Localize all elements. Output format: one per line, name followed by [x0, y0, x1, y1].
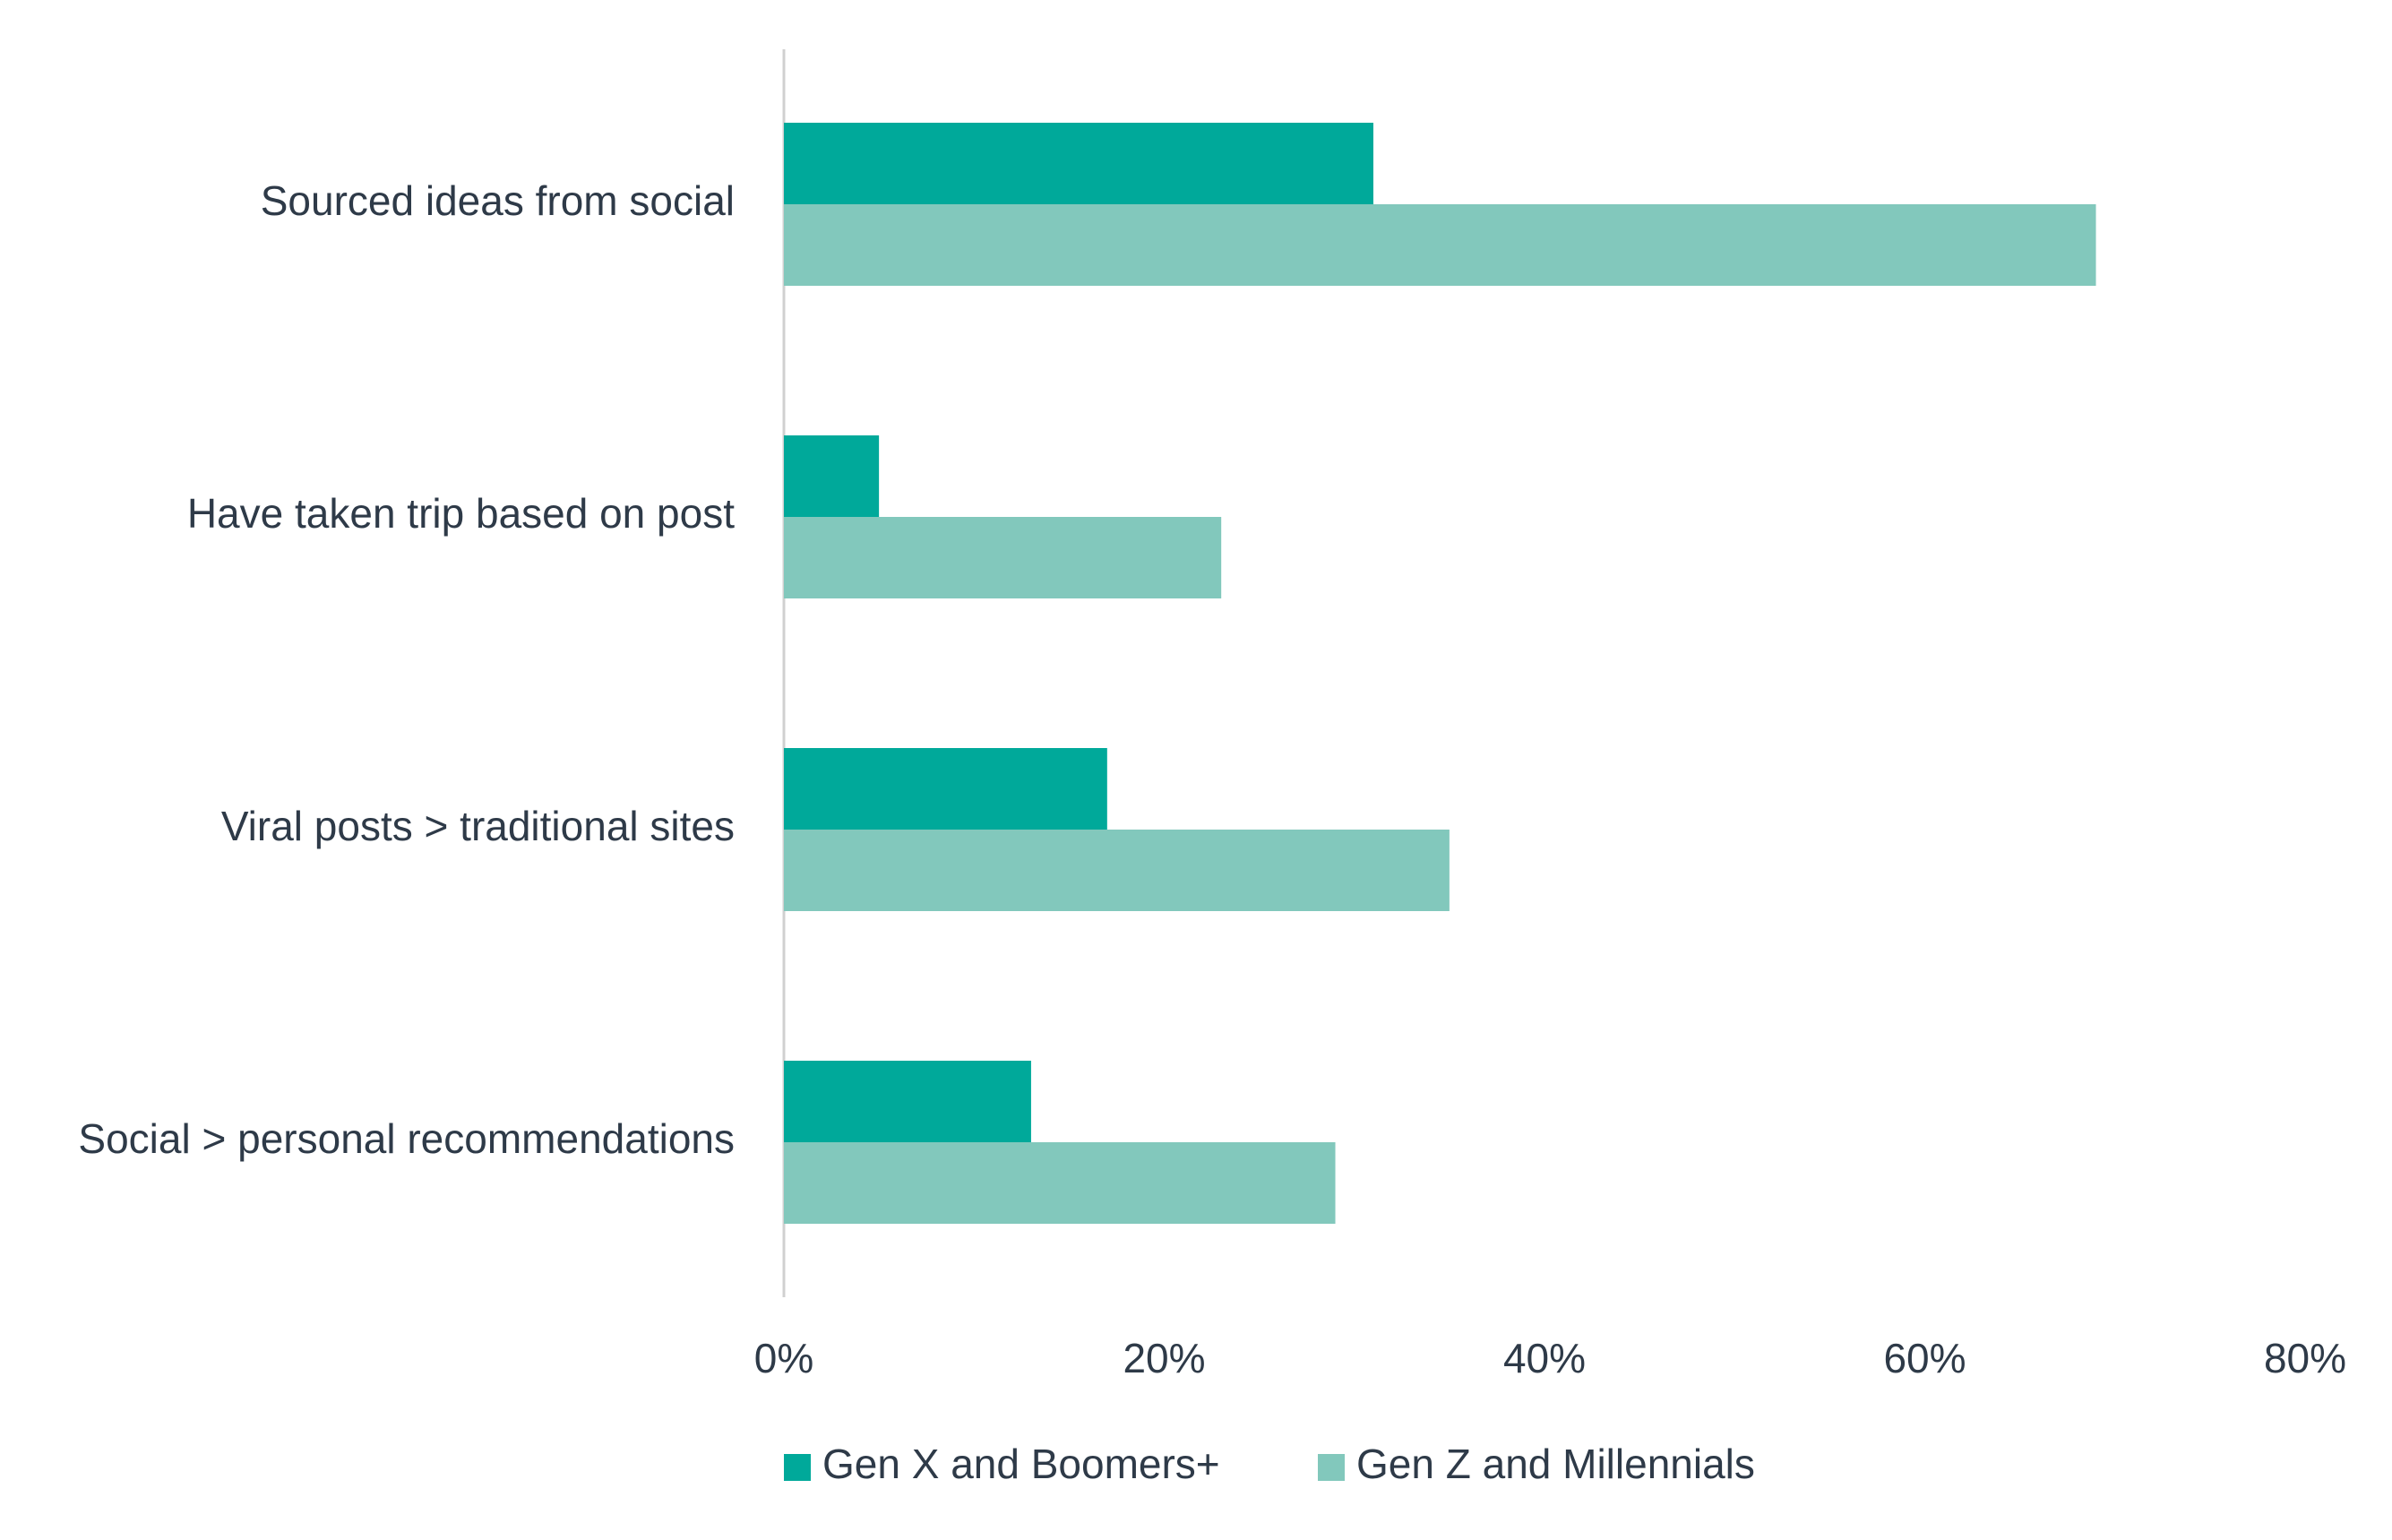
bar-gen-z-millennials-0	[784, 204, 2096, 286]
category-label: Sourced ideas from social	[261, 177, 735, 224]
bar-gen-x-boomers-0	[784, 123, 1373, 204]
legend-swatch-gen-z-millennials	[1318, 1454, 1345, 1481]
bars	[784, 123, 2096, 1224]
category-label: Social > personal recommendations	[78, 1115, 735, 1162]
x-tick-label: 80%	[2264, 1335, 2346, 1381]
x-tick-label: 60%	[1883, 1335, 1966, 1381]
x-tick-label: 20%	[1123, 1335, 1205, 1381]
bar-gen-z-millennials-3	[784, 1142, 1336, 1224]
legend-label-gen-z-millennials: Gen Z and Millennials	[1356, 1441, 1755, 1487]
legend-label-gen-x-boomers: Gen X and Boomers+	[822, 1441, 1220, 1487]
bar-gen-x-boomers-3	[784, 1061, 1031, 1142]
category-label: Viral posts > traditional sites	[221, 803, 735, 849]
x-tick-labels: 0% 20% 40% 60% 80%	[754, 1335, 2346, 1381]
bar-gen-x-boomers-1	[784, 435, 880, 517]
x-tick-label: 40%	[1503, 1335, 1586, 1381]
category-labels: Sourced ideas from social Have taken trip…	[78, 177, 735, 1162]
bar-gen-z-millennials-1	[784, 517, 1222, 598]
bar-gen-x-boomers-2	[784, 748, 1107, 830]
x-tick-label: 0%	[754, 1335, 813, 1381]
category-label: Have taken trip based on post	[187, 490, 735, 537]
legend-swatch-gen-x-boomers	[784, 1454, 811, 1481]
legend: Gen X and Boomers+ Gen Z and Millennials	[784, 1441, 1755, 1487]
bar-gen-z-millennials-2	[784, 830, 1450, 911]
